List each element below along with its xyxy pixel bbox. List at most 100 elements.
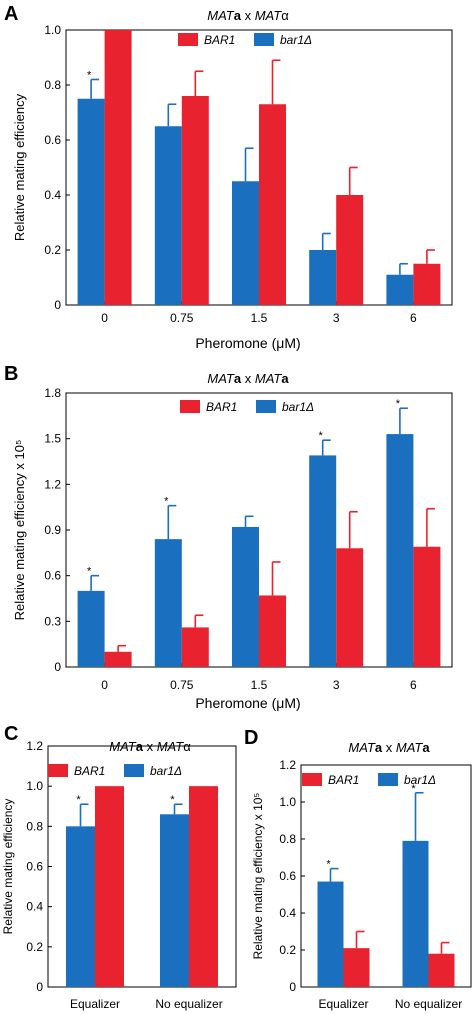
title-part: x bbox=[241, 371, 255, 386]
title-part: MAT bbox=[255, 371, 283, 386]
legend-swatch-bar1d bbox=[378, 773, 398, 786]
bar-bar1d bbox=[386, 434, 414, 667]
x-tick-label: Equalizer bbox=[318, 997, 368, 1011]
x-tick-label: 1.5 bbox=[251, 311, 268, 325]
legend-label-BAR1: BAR1 bbox=[74, 764, 105, 778]
y-tick-label: 1.0 bbox=[279, 795, 296, 809]
x-tick-label: No equalizer bbox=[155, 997, 222, 1011]
panel-b: B MATa x MATa00.30.60.91.21.51.8Relative … bbox=[4, 363, 453, 711]
bar-bar1d bbox=[317, 881, 344, 987]
y-tick-label: 0 bbox=[54, 660, 61, 674]
panel-label: C bbox=[4, 723, 18, 745]
x-tick-label: Equalizer bbox=[70, 997, 120, 1011]
x-tick-label: 0 bbox=[101, 311, 108, 325]
bar-BAR1 bbox=[428, 953, 455, 987]
y-tick-label: 0.8 bbox=[26, 819, 43, 833]
y-tick-label: 1.0 bbox=[44, 23, 61, 37]
title-part: a bbox=[234, 8, 242, 23]
y-tick-label: 0.4 bbox=[26, 900, 43, 914]
y-tick-label: 0.2 bbox=[44, 243, 61, 257]
title-part: MAT bbox=[207, 8, 235, 23]
legend-swatch-bar1d bbox=[254, 33, 274, 46]
y-tick-label: 0.3 bbox=[44, 614, 61, 628]
bar-BAR1 bbox=[413, 546, 441, 667]
y-tick-label: 0.2 bbox=[26, 940, 43, 954]
y-tick-label: 1.5 bbox=[44, 432, 61, 446]
chart-title: MATa x MATa bbox=[348, 740, 430, 755]
title-part: MAT bbox=[207, 371, 235, 386]
bar-BAR1 bbox=[336, 548, 364, 667]
bar-bar1d bbox=[154, 539, 182, 667]
legend-label-bar1d: bar1Δ bbox=[150, 764, 182, 778]
y-axis-label: Relative mating efficiency bbox=[12, 93, 27, 241]
y-tick-label: 1.2 bbox=[44, 477, 61, 491]
title-part: a bbox=[234, 371, 242, 386]
y-tick-label: 0.2 bbox=[279, 943, 296, 957]
panel-a: A MATa x MATα 0 0.2 0.4 0.6 0.8 1.0 Relative mat… bbox=[4, 3, 453, 351]
chart-title: MATa x MATa bbox=[207, 371, 289, 386]
bar-bar1d bbox=[77, 590, 105, 667]
x-tick-label: 0.75 bbox=[170, 311, 194, 325]
bar-bar1d bbox=[66, 826, 95, 987]
title-part: x bbox=[382, 740, 396, 755]
legend-label-bar1d: bar1Δ bbox=[280, 33, 312, 47]
y-tick-label: 0.8 bbox=[279, 832, 296, 846]
legend-swatch-BAR1 bbox=[178, 33, 198, 46]
bar-bar1d bbox=[77, 98, 105, 305]
y-tick-label: 0.6 bbox=[44, 569, 61, 583]
y-tick-label: 0 bbox=[54, 298, 61, 312]
title-part: MAT bbox=[396, 740, 424, 755]
x-tick-label: 0.75 bbox=[170, 678, 194, 692]
y-tick-label: 0.8 bbox=[44, 78, 61, 92]
significance-star: * bbox=[164, 496, 169, 508]
significance-star: * bbox=[396, 398, 401, 410]
legend: BAR1 bar1Δ bbox=[180, 400, 314, 414]
panel-d: D MATa x MATa00.20.40.60.81.01.2Relative … bbox=[244, 727, 472, 1011]
y-tick-label: 0.4 bbox=[44, 188, 61, 202]
legend-swatch-bar1d bbox=[256, 400, 276, 413]
legend: BAR1 bar1Δ bbox=[302, 773, 436, 787]
bar-bar1d bbox=[386, 274, 414, 305]
legend-label-bar1d: bar1Δ bbox=[282, 400, 314, 414]
bar-bar1d bbox=[154, 126, 182, 305]
bar-BAR1 bbox=[104, 30, 132, 305]
bar-BAR1 bbox=[95, 786, 124, 987]
bar-BAR1 bbox=[181, 627, 209, 667]
title-part: MAT bbox=[255, 8, 283, 23]
y-tick-label: 0.6 bbox=[44, 133, 61, 147]
title-part: MAT bbox=[348, 740, 376, 755]
significance-star: * bbox=[170, 794, 175, 806]
legend-label-BAR1: BAR1 bbox=[206, 400, 237, 414]
significance-star: * bbox=[326, 859, 331, 871]
x-tick-label: 1.5 bbox=[251, 678, 268, 692]
y-axis-label: Relative mating efficiency x 10⁵ bbox=[251, 793, 265, 960]
legend-swatch-BAR1 bbox=[302, 773, 322, 786]
title-part: a bbox=[375, 740, 383, 755]
y-axis-label: Relative mating efficiency bbox=[1, 799, 15, 935]
y-tick-label: 1.0 bbox=[26, 779, 43, 793]
significance-star: * bbox=[76, 794, 81, 806]
y-tick-label: 0.4 bbox=[279, 906, 296, 920]
bar-bar1d bbox=[232, 526, 259, 667]
x-tick-label: 6 bbox=[410, 311, 417, 325]
x-axis-label: Pheromone (μM) bbox=[195, 695, 300, 711]
title-part: a bbox=[422, 740, 430, 755]
legend-label-BAR1: BAR1 bbox=[328, 773, 359, 787]
title-part: a bbox=[281, 371, 289, 386]
y-tick-label: 0.6 bbox=[279, 869, 296, 883]
bar-bar1d bbox=[402, 840, 429, 987]
y-tick-label: 1.2 bbox=[26, 739, 43, 753]
panel-label: D bbox=[244, 727, 258, 749]
legend-label-BAR1: BAR1 bbox=[204, 33, 235, 47]
bar-BAR1 bbox=[259, 595, 286, 667]
y-tick-label: 0 bbox=[36, 980, 43, 994]
panel-label: A bbox=[4, 3, 18, 25]
x-tick-label: 6 bbox=[410, 678, 417, 692]
title-part: x bbox=[241, 8, 255, 23]
significance-star: * bbox=[87, 70, 92, 82]
chart-title: MATa x MATα bbox=[207, 8, 289, 23]
panel-label: B bbox=[4, 363, 18, 385]
y-tick-label: 1.2 bbox=[279, 758, 296, 772]
